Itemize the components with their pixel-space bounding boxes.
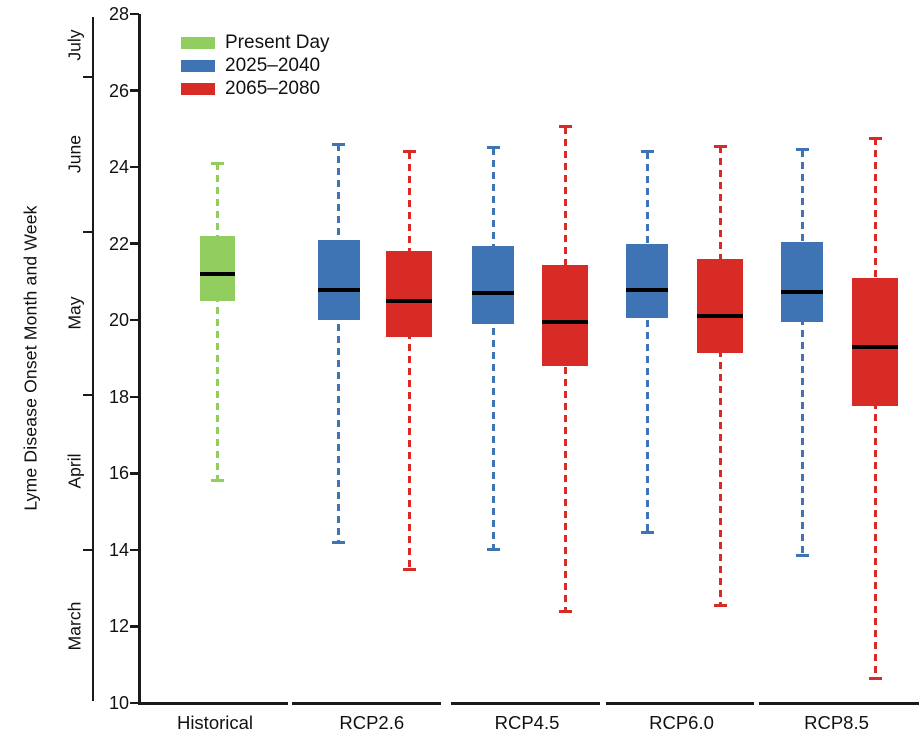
y-axis-tick — [130, 242, 139, 245]
legend-label: 2025–2040 — [225, 54, 321, 76]
legend-label: Present Day — [225, 31, 330, 53]
whisker-cap-bottom — [868, 676, 882, 680]
box-iqr — [472, 245, 514, 325]
whisker-cap-bottom — [210, 479, 224, 483]
box-median — [781, 289, 823, 294]
y-axis-tick — [130, 395, 139, 399]
box-iqr — [317, 239, 360, 321]
whisker-cap-bottom — [795, 554, 809, 558]
box-median — [697, 314, 743, 319]
month-label: April — [64, 453, 85, 489]
y-tick-label: 24 — [108, 157, 129, 178]
legend-item-2065-2080: 2065–2080 — [181, 77, 330, 100]
x-group-label: RCP4.5 — [494, 712, 560, 733]
whisker-cap-top — [795, 148, 809, 152]
x-group-label: RCP6.0 — [649, 712, 714, 733]
y-axis-tick — [130, 548, 139, 552]
box-median — [199, 272, 235, 277]
whisker-cap-top — [640, 150, 654, 154]
whisker-cap-bottom — [558, 609, 572, 613]
x-axis-segment — [606, 701, 754, 705]
whisker-cap-top — [486, 146, 500, 150]
whisker-cap-top — [868, 136, 882, 140]
y-tick-label: 22 — [108, 233, 129, 254]
box-iqr — [386, 251, 432, 338]
x-group-label: RCP2.6 — [339, 712, 405, 733]
y-axis-tick — [130, 12, 139, 16]
x-axis-segment — [292, 701, 441, 705]
month-label: May — [64, 296, 85, 330]
whisker-cap-top — [713, 144, 727, 148]
month-label: March — [64, 602, 85, 651]
x-axis-segment — [759, 701, 919, 705]
y-axis-title: Lyme Disease Onset Month and Week — [20, 205, 41, 511]
box-iqr — [542, 264, 588, 367]
box-median — [386, 299, 432, 304]
box-iqr — [697, 258, 743, 353]
whisker-line — [645, 151, 649, 533]
whisker-line — [718, 146, 722, 606]
whisker-line — [337, 144, 340, 543]
y-tick-label: 20 — [108, 310, 129, 331]
x-axis-segment — [451, 701, 600, 705]
legend-swatch-present-day-icon — [181, 36, 215, 49]
x-group-label: RCP8.5 — [804, 712, 869, 733]
whisker-cap-bottom — [402, 567, 416, 571]
month-axis-tick — [83, 230, 93, 234]
whisker-cap-bottom — [332, 540, 345, 544]
y-tick-label: 10 — [108, 693, 129, 713]
month-axis-line — [91, 17, 95, 701]
y-axis-tick — [130, 89, 139, 92]
legend: Present Day 2025–2040 2065–2080 — [181, 31, 330, 100]
whisker-line — [491, 147, 495, 550]
legend-label: 2065–2080 — [225, 77, 321, 99]
box-median — [317, 287, 360, 292]
whisker-line — [407, 151, 411, 570]
box-median — [542, 320, 588, 325]
box-iqr — [781, 241, 823, 323]
y-axis-tick — [130, 165, 139, 169]
whisker-line — [563, 126, 567, 612]
y-axis-tick — [130, 701, 139, 705]
legend-item-2025-2040: 2025–2040 — [181, 54, 330, 77]
legend-swatch-2025-2040-icon — [181, 59, 215, 72]
y-tick-label: 26 — [108, 80, 129, 101]
month-label: July — [64, 29, 85, 61]
whisker-cap-bottom — [713, 603, 727, 607]
whisker-line — [215, 163, 219, 481]
month-axis-tick — [83, 548, 93, 552]
whisker-line — [800, 149, 804, 556]
box-median — [852, 345, 898, 350]
y-axis-tick — [130, 318, 139, 322]
box-iqr — [199, 236, 235, 302]
box-median — [472, 291, 514, 296]
y-axis-line — [137, 14, 141, 705]
y-axis-tick — [130, 472, 139, 475]
legend-item-present-day: Present Day — [181, 31, 330, 54]
month-axis-tick — [83, 75, 93, 79]
month-label: June — [64, 134, 85, 173]
whisker-line — [873, 138, 877, 679]
whisker-cap-top — [210, 161, 224, 165]
y-axis-tick — [130, 625, 139, 628]
box-iqr — [852, 278, 898, 407]
whisker-cap-top — [332, 142, 345, 146]
whisker-cap-bottom — [640, 531, 654, 535]
y-tick-label: 12 — [108, 616, 129, 637]
x-group-label: Historical — [176, 712, 254, 733]
y-tick-label: 16 — [108, 463, 129, 484]
box-median — [626, 287, 668, 292]
y-tick-label: 14 — [108, 539, 129, 560]
box-iqr — [626, 243, 668, 319]
whisker-cap-bottom — [486, 548, 500, 552]
x-axis-segment — [139, 701, 288, 705]
y-tick-label: 28 — [108, 4, 129, 24]
legend-swatch-2065-2080-icon — [181, 82, 215, 95]
whisker-cap-top — [558, 125, 572, 129]
month-axis-tick — [83, 393, 93, 397]
whisker-cap-top — [402, 150, 416, 154]
y-tick-label: 18 — [108, 386, 129, 407]
